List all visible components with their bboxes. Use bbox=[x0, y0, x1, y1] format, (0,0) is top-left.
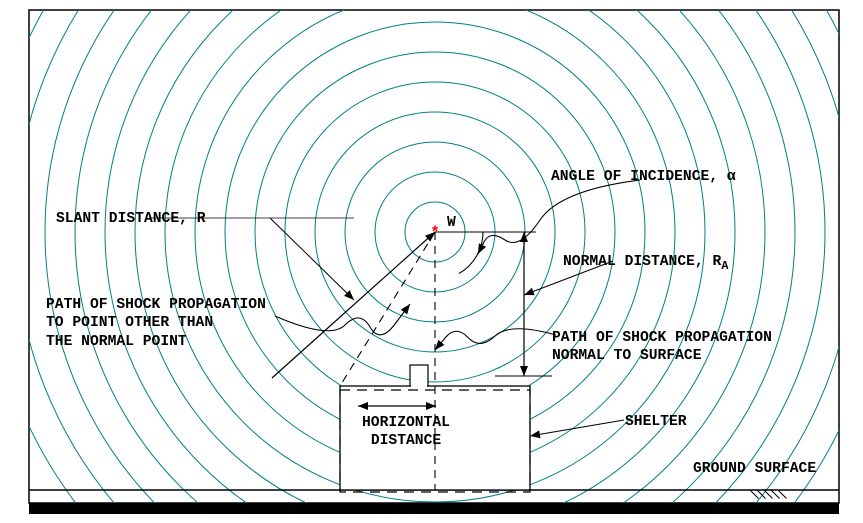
shock-normal-leader bbox=[435, 329, 556, 350]
slant-distance-leader bbox=[270, 218, 354, 300]
label-shelter: SHELTER bbox=[625, 413, 687, 431]
label-ground: GROUND SURFACE bbox=[693, 460, 816, 478]
shelter-leader bbox=[530, 420, 624, 436]
angle-leader bbox=[478, 180, 640, 254]
shelter-notch bbox=[410, 365, 428, 386]
slant-distance-line bbox=[272, 232, 435, 378]
label-shock-normal: PATH OF SHOCK PROPAGATION NORMAL TO SURF… bbox=[552, 329, 772, 366]
label-slant: SLANT DISTANCE, R bbox=[56, 210, 206, 228]
label-horizontal: HORIZONTALDISTANCE bbox=[356, 414, 456, 451]
label-shock-other: PATH OF SHOCK PROPAGATION TO POINT OTHER… bbox=[46, 296, 266, 351]
angle-arc bbox=[459, 232, 483, 274]
bottom-bar bbox=[29, 503, 839, 514]
ground-hatch bbox=[750, 490, 786, 498]
label-angle: ANGLE OF INCIDENCE, α bbox=[551, 168, 736, 186]
shock-other-path bbox=[340, 232, 435, 386]
label-source: W bbox=[447, 214, 456, 232]
label-normal: NORMAL DISTANCE, RA bbox=[563, 253, 728, 274]
